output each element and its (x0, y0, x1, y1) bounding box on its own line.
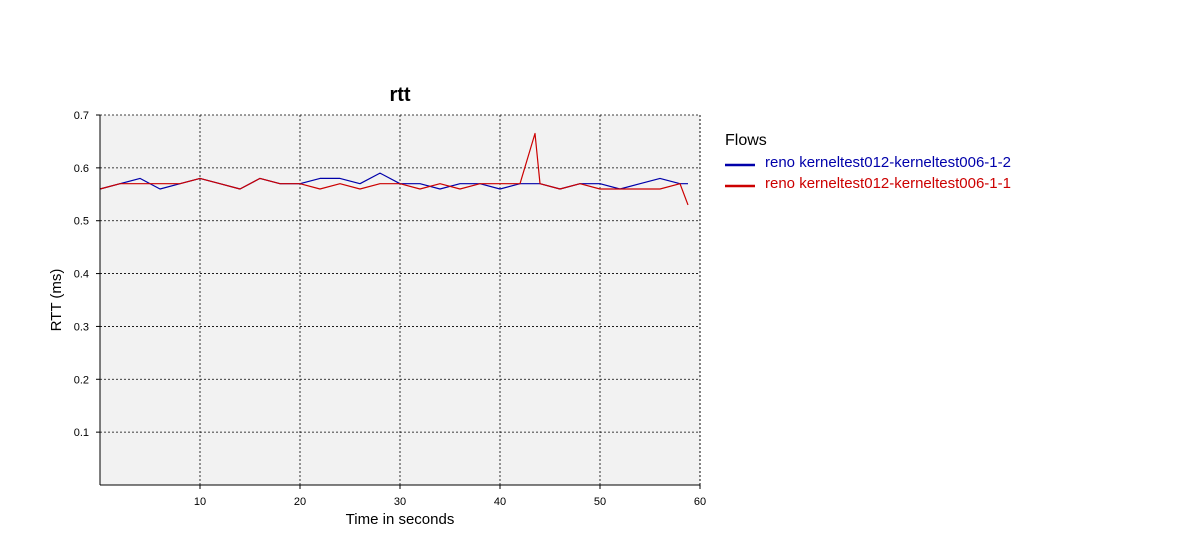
y-tick-label: 0.1 (74, 427, 89, 439)
x-tick-label: 60 (694, 496, 706, 508)
y-tick-label: 0.2 (74, 374, 89, 386)
x-axis-label: Time in seconds (346, 511, 455, 528)
x-tick-label: 10 (194, 496, 206, 508)
legend-entry-1: reno kerneltest012-kerneltest006-1-2 (765, 154, 1011, 171)
legend-entry-2: reno kerneltest012-kerneltest006-1-1 (765, 175, 1011, 192)
x-ticks: 10 20 30 40 50 60 (194, 485, 706, 508)
x-tick-label: 50 (594, 496, 606, 508)
y-tick-label: 0.7 (74, 110, 89, 122)
y-tick-label: 0.3 (74, 321, 89, 333)
series-line-2 (99, 132, 689, 206)
grid-lines (100, 114, 701, 485)
y-tick-label: 0.5 (74, 216, 89, 228)
y-axis-label: RTT (ms) (48, 269, 65, 332)
y-tick-label: 0.6 (74, 163, 89, 175)
chart-title: rtt (389, 84, 410, 106)
legend-title: Flows (725, 132, 767, 149)
legend: Flows reno kerneltest012-kerneltest006-1… (725, 132, 1011, 192)
series-layer (99, 132, 689, 206)
x-tick-label: 20 (294, 496, 306, 508)
x-tick-label: 30 (394, 496, 406, 508)
x-tick-label: 40 (494, 496, 506, 508)
y-ticks: 0.1 0.2 0.3 0.4 0.5 0.6 0.7 (74, 110, 100, 439)
y-tick-label: 0.4 (74, 269, 89, 281)
